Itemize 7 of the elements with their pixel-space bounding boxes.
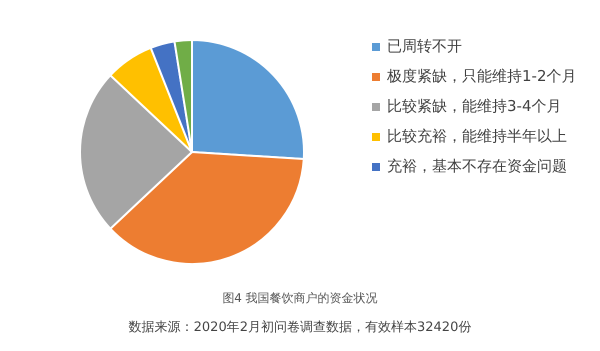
text: 图4 我国餐饮商户的资金状况 bbox=[221, 290, 379, 307]
legend-label: 已周转不开 bbox=[387, 36, 462, 57]
legend-label: 充裕，基本不存在资金问题 bbox=[387, 156, 567, 177]
legend-label: 比较充裕，能维持半年以上 bbox=[387, 126, 567, 147]
source-note: 数据来源：2020年2月初问卷调查数据，有效样本32420份 bbox=[128, 319, 472, 336]
legend-label: 极度紧缺，只能维持1-2个月 bbox=[387, 66, 576, 87]
legend-label: 比较紧缺，能维持3-4个月 bbox=[387, 96, 562, 117]
